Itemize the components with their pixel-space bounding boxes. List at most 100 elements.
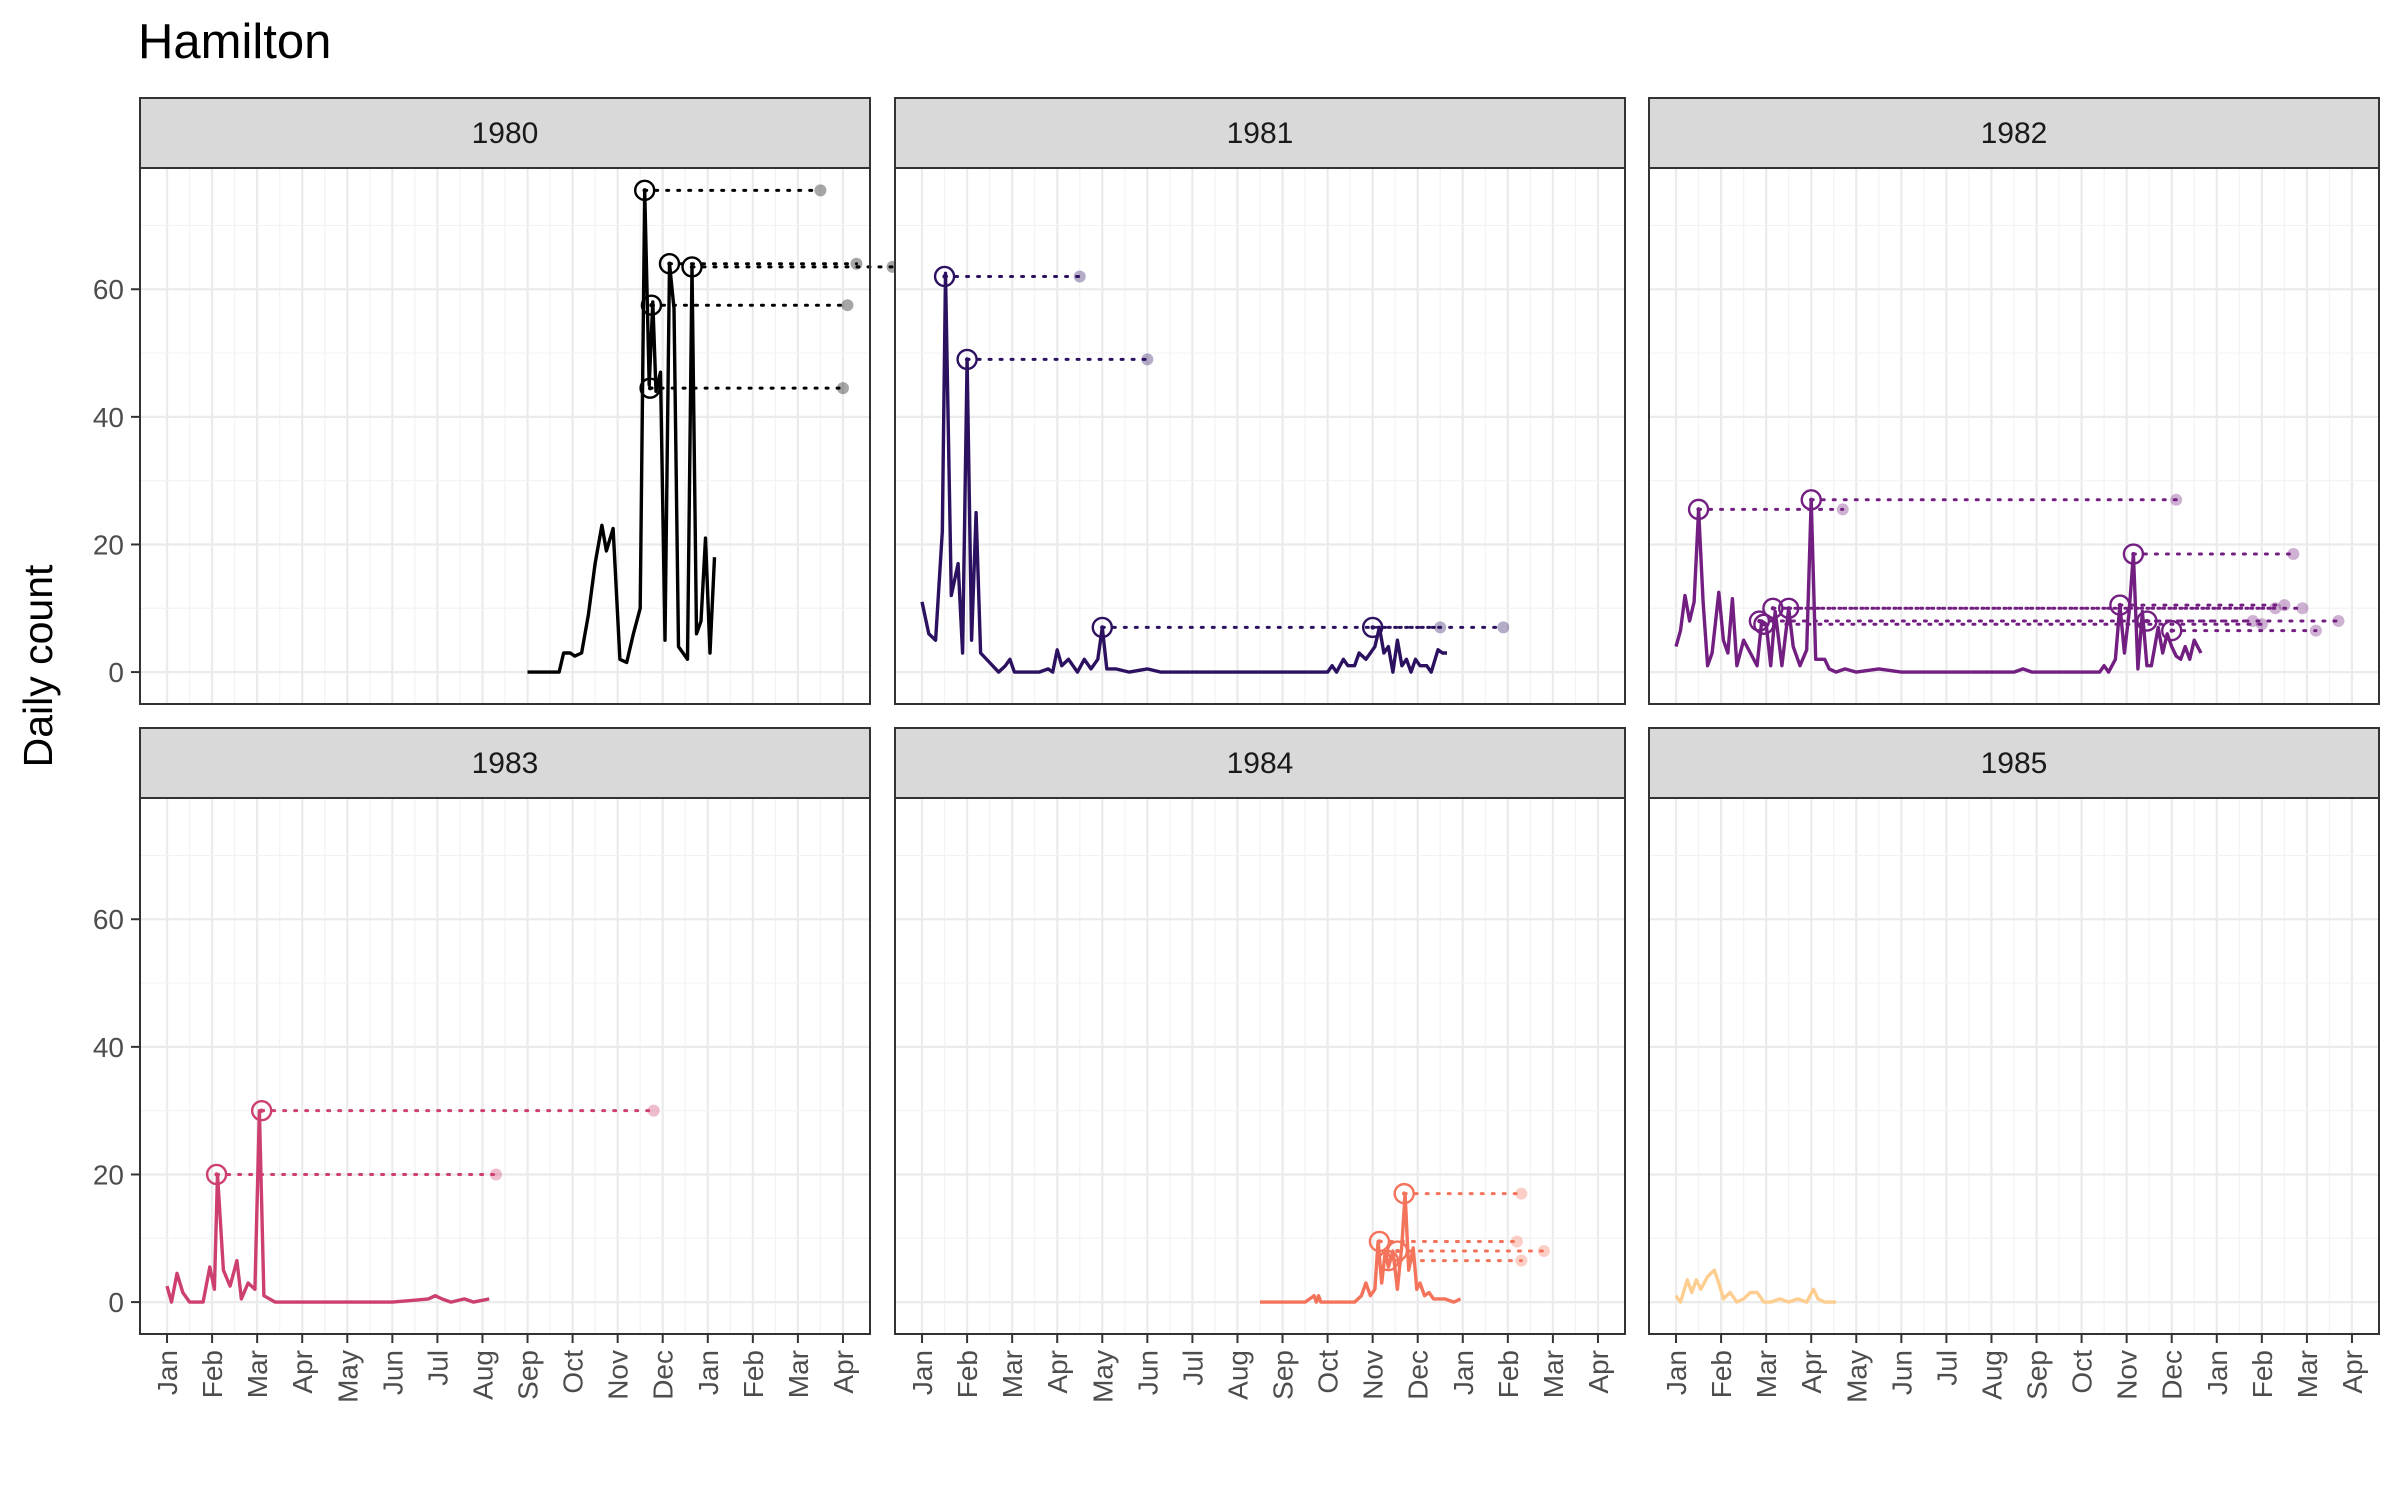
y-axis-label: Daily count <box>15 564 61 767</box>
peak-end-dot <box>1497 621 1510 634</box>
peak-marker <box>1393 1182 1415 1205</box>
peak-marker-center <box>647 385 653 391</box>
x-tick-label: Feb <box>2247 1350 2278 1398</box>
y-tick-label: 20 <box>93 529 124 560</box>
gridlines <box>140 798 870 1334</box>
facet-strip <box>1648 97 2380 169</box>
panel-border <box>894 797 1626 1335</box>
x-tick-label: Jun <box>377 1350 408 1395</box>
peak-marker-center <box>2131 551 2136 557</box>
x-tick-label: Mar <box>1538 1350 1569 1398</box>
x-tick-label: Sep <box>2022 1350 2053 1400</box>
daily-count-line <box>165 1109 490 1304</box>
x-tick-label: Aug <box>1976 1350 2007 1400</box>
peak-marker <box>640 294 663 316</box>
peak-marker-center <box>1100 625 1105 630</box>
peak-end-dot <box>1537 1245 1550 1258</box>
x-tick-label: Apr <box>1796 1350 1827 1394</box>
y-tick-label: 0 <box>108 1287 124 1318</box>
gridlines <box>1649 798 2379 1334</box>
facet-strip-label: 1985 <box>1981 747 2048 780</box>
x-tick-label: Aug <box>1222 1350 1253 1400</box>
peak-end-dot <box>2309 624 2322 637</box>
x-tick-label: Mar <box>2292 1350 2323 1398</box>
facet-strip <box>894 727 1626 799</box>
peak-marker-center <box>667 261 672 266</box>
daily-count-line <box>1260 1191 1462 1304</box>
facet-strip-label: 1983 <box>472 747 539 780</box>
peak-marker-center <box>1696 507 1701 512</box>
x-tick-label: Apr <box>287 1350 318 1394</box>
x-tick-label: Oct <box>1313 1350 1344 1394</box>
peak-marker <box>1386 1240 1409 1262</box>
peak-marker <box>205 1163 228 1186</box>
y-tick-label: 0 <box>108 657 124 688</box>
peak-marker-center <box>1786 606 1791 611</box>
peak-marker-center <box>649 302 654 308</box>
peak-end-dot <box>1515 1187 1528 1200</box>
x-tick-label: Sep <box>513 1350 544 1400</box>
peak-end-dot <box>1515 1254 1528 1267</box>
x-tick-label: Jan <box>2202 1350 2233 1395</box>
peak-marker-center <box>2144 618 2150 624</box>
x-tick-label: Dec <box>648 1350 679 1400</box>
gridlines <box>895 798 1625 1334</box>
x-tick-label: Jul <box>422 1350 453 1386</box>
panel-border <box>139 797 871 1335</box>
x-tick-label: Jul <box>1177 1350 1208 1386</box>
x-tick-label: Nov <box>1358 1350 1389 1400</box>
facet-strip <box>139 97 871 169</box>
peak-marker-center <box>1809 497 1814 503</box>
peak-marker <box>1368 1230 1391 1253</box>
facet-panel-1983: 1983 0 20 40 60 Jan Feb Mar Apr May Jun Jul Aug Sep Oc… <box>93 727 871 1403</box>
peak-marker <box>2109 594 2131 616</box>
x-tick-label: Feb <box>1706 1350 1737 1398</box>
x-tick-label: Mar <box>242 1350 273 1398</box>
x-tick-label: Jun <box>1132 1350 1163 1395</box>
peak-end-dot <box>1141 353 1154 366</box>
x-tick-label: Apr <box>1042 1350 1073 1394</box>
x-tick-label: Feb <box>1493 1350 1524 1398</box>
peak-marker-center <box>1395 1248 1400 1254</box>
peak-marker-center <box>642 188 647 193</box>
peak-marker <box>1748 610 1771 632</box>
y-tick-label: 40 <box>93 1032 124 1063</box>
facet-strip-label: 1982 <box>1981 117 2048 150</box>
peak-marker <box>1800 489 1822 511</box>
facet-panel-1984: 1984 Jan Feb Mar Apr May Jun Jul Aug Sep Oct Nov Dec… <box>894 727 1626 1403</box>
peak-marker <box>250 1099 273 1122</box>
panel-border <box>139 167 871 705</box>
peak-marker <box>956 348 978 371</box>
peak-marker <box>1361 616 1384 639</box>
peak-marker-center <box>1377 1239 1382 1244</box>
x-tick-label: Jun <box>1886 1350 1917 1395</box>
peak-marker <box>2136 610 2158 632</box>
x-tick-label: May <box>332 1350 363 1403</box>
peak-end-dot <box>841 299 854 312</box>
daily-count-line <box>1674 498 2203 674</box>
peak-marker <box>681 256 703 278</box>
peak-marker <box>2161 619 2183 642</box>
panel-border <box>1648 167 2380 705</box>
facet-strip-label: 1980 <box>472 117 539 150</box>
peak-marker-center <box>2169 628 2174 633</box>
peak-end-dot <box>1510 1235 1523 1248</box>
x-tick-label: Jan <box>907 1350 938 1395</box>
peak-marker-center <box>1370 625 1375 630</box>
peak-end-dot <box>1836 503 1849 516</box>
peak-marker-center <box>259 1108 264 1113</box>
panel-border <box>894 167 1626 705</box>
peak-end-dot <box>647 1104 660 1117</box>
peak-end-dot <box>814 184 827 197</box>
peak-marker <box>1687 498 1710 521</box>
peak-end-dot <box>836 382 849 395</box>
x-tick-label: Mar <box>1751 1350 1782 1398</box>
y-tick-label: 20 <box>93 1159 124 1190</box>
x-tick-label: Feb <box>197 1350 228 1398</box>
x-tick-label: Oct <box>2067 1350 2098 1394</box>
facet-panel-1981: 1981 <box>894 97 1626 705</box>
peak-end-dot <box>2296 602 2309 615</box>
chart-title: Hamilton <box>138 15 331 69</box>
peak-marker <box>933 265 956 288</box>
x-tick-label: Jan <box>152 1350 183 1395</box>
